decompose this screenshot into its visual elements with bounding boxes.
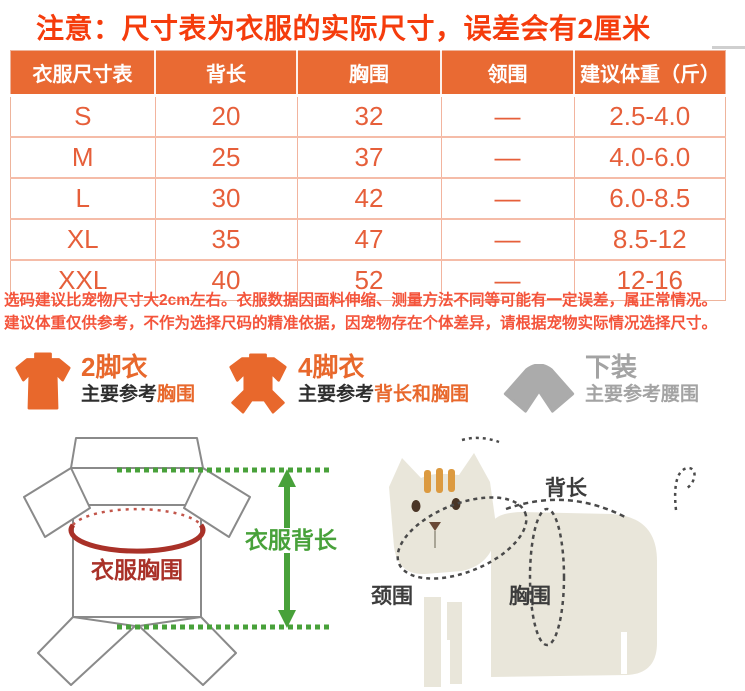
table-cell: 6.0-8.5 (574, 177, 726, 219)
table-header-row: 衣服尺寸表 背长 胸围 领围 建议体重（斤） (10, 50, 726, 97)
label-backing (242, 528, 340, 553)
fit-note-line1: 选码建议比宠物尺寸大2cm左右。衣服数据因面料伸缩、测量方法不同等可能有一定误差… (4, 292, 718, 309)
size-row-xl: XL 35 47 — 8.5-12 (10, 218, 726, 260)
table-cell: — (441, 218, 575, 260)
table-cell: — (441, 259, 575, 301)
table-cell: 35 (155, 218, 298, 260)
cat-eye (411, 500, 421, 512)
header-cell-chest: 胸围 (297, 50, 442, 97)
cat-head (389, 453, 497, 575)
legend-desc: 主要参考背长和胸围 (298, 383, 469, 407)
legend-title: 下装 (585, 352, 638, 382)
chest-girth-dashed-ellipse (528, 507, 566, 647)
cat-eye (451, 498, 461, 510)
size-table: 衣服尺寸表 背长 胸围 领围 建议体重（斤） S 20 32 — 2.5-4.0… (10, 50, 726, 301)
leg-gap (444, 640, 450, 685)
legend-desc-prefix: 主要参考 (81, 384, 158, 405)
table-cell: 40 (155, 259, 298, 301)
garment-left-flap (37, 616, 136, 686)
size-note-title: 注意：尺寸表为衣服的实际尺寸，误差会有2厘米 (36, 13, 651, 44)
legend-desc-prefix: 主要参考腰围 (585, 384, 700, 405)
cat-diagram: 背长 颈围 胸围 (371, 436, 696, 687)
head-stripe (424, 470, 431, 493)
garment-right-flap (138, 616, 237, 686)
head-top-dashes (461, 436, 500, 444)
size-row-s: S 20 32 — 2.5-4.0 (10, 94, 726, 137)
table-cell: 4.0-6.0 (574, 136, 726, 178)
table-cell: 2.5-4.0 (574, 94, 726, 137)
head-stripe (448, 469, 455, 492)
table-cell: 25 (155, 136, 298, 178)
table-cell: 20 (155, 94, 298, 137)
table-cell: 52 (297, 259, 442, 301)
cat-tail-dotted (673, 466, 696, 511)
measurement-diagrams: 衣服胸围 衣服背长 背长 颈围 胸围 (23, 436, 696, 687)
chest-girth-dashed-arc (72, 507, 202, 526)
arrow-down-head (278, 610, 296, 628)
table-cell: 8.5-12 (574, 218, 726, 260)
header-cell-back: 背长 (155, 50, 298, 97)
garment-left-sleeve (23, 467, 91, 538)
table-cell: XL (10, 218, 156, 260)
legend-desc-highlight: 胸围 (157, 384, 196, 405)
cat-back-leg (602, 617, 622, 674)
cat-front-leg (424, 597, 441, 687)
pants-icon (503, 363, 575, 421)
legend-title: 2脚衣 (81, 352, 148, 382)
table-cell: — (441, 94, 575, 137)
cat-nose (429, 522, 441, 531)
head-stripe (436, 468, 443, 493)
legend-desc: 主要参考腰围 (585, 383, 699, 407)
garment-collar (70, 437, 204, 469)
legend-four-leg: 4脚衣 主要参考背长和胸围 (228, 352, 469, 421)
table-cell: L (10, 177, 156, 219)
table-cell: 37 (297, 136, 442, 178)
garment-back-label: 衣服背长 (245, 527, 338, 553)
cat-back-leg (626, 617, 646, 673)
table-cell: 30 (155, 177, 298, 219)
table-cell: S (10, 94, 156, 137)
two-leg-garment-icon (15, 352, 71, 415)
neck-girth-dashed-ellipse (396, 496, 528, 580)
fit-note-line2: 建议体重仅供参考，不作为选择尺码的精准依据，因宠物存在个体差异，请根据宠物实际情… (4, 315, 718, 332)
chest-girth-solid-arc (68, 523, 206, 554)
four-leg-garment-icon (228, 352, 288, 421)
legend-desc-prefix: 主要参考 (298, 384, 375, 405)
header-cell-neck: 领围 (441, 50, 575, 97)
cat-back-label: 背长 (545, 476, 588, 500)
legend-desc: 主要参考胸围 (81, 383, 195, 407)
table-cell: M (10, 136, 156, 178)
table-cell: — (441, 136, 575, 178)
leg-gap (621, 632, 627, 674)
arrow-up-head (278, 469, 296, 487)
back-length-dashed-arc (505, 498, 628, 520)
table-cell: XXL (10, 259, 156, 301)
table-cell: 12-16 (574, 259, 726, 301)
cat-front-leg (447, 602, 462, 684)
size-row-l: L 30 42 — 6.0-8.5 (10, 177, 726, 219)
table-cell: 47 (297, 218, 442, 260)
legend-desc-highlight: 背长和胸围 (374, 384, 470, 405)
legend-bottoms: 下装 主要参考腰围 (503, 352, 699, 421)
cat-neck-label: 颈围 (371, 585, 413, 608)
divider-line (712, 46, 745, 49)
garment-right-sleeve (183, 467, 251, 538)
size-row-m: M 25 37 — 4.0-6.0 (10, 136, 726, 178)
table-cell: 42 (297, 177, 442, 219)
header-cell-weight: 建议体重（斤） (574, 50, 726, 97)
garment-body (72, 504, 202, 618)
size-row-xxl: XXL 40 52 — 12-16 (10, 259, 726, 301)
header-cell-size: 衣服尺寸表 (10, 50, 156, 97)
legend-two-leg: 2脚衣 主要参考胸围 (15, 352, 195, 415)
table-cell: 32 (297, 94, 442, 137)
legend-title: 4脚衣 (298, 352, 365, 382)
garment-chest-label: 衣服胸围 (91, 557, 183, 583)
cat-chest-label: 胸围 (509, 584, 551, 608)
garment-diagram (23, 437, 251, 686)
table-cell: — (441, 177, 575, 219)
